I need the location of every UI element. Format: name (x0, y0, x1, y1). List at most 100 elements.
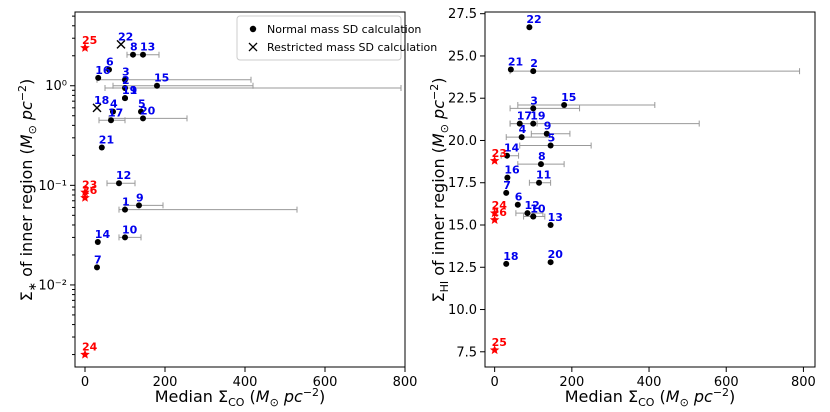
legend-restricted-marker (248, 42, 258, 52)
point-label: 17 (517, 110, 532, 123)
y-tick-label: 25.0 (448, 49, 477, 64)
data-point-star (80, 349, 90, 359)
data-point-restricted (92, 103, 102, 113)
data-point-star (80, 42, 90, 52)
point-label: 19 (530, 110, 545, 123)
data-point (136, 202, 142, 209)
point-label: 13 (140, 41, 155, 54)
data-point (561, 101, 568, 108)
plot-area (484, 11, 816, 368)
legend-box (236, 15, 402, 61)
data-point-star (489, 208, 500, 218)
data-point (503, 260, 510, 267)
x-tick-label: 400 (637, 375, 662, 390)
data-point (122, 234, 128, 241)
y-tick-label: 12.5 (448, 261, 477, 276)
point-label: 7 (94, 253, 102, 266)
point-label: 8 (130, 41, 138, 54)
point-label: 25 (82, 34, 97, 47)
y-tick-label: 27.5 (448, 7, 477, 22)
y-axis-label: ΣHI of inner region (M⊙ pc−2) (428, 78, 451, 303)
x-tick-label: 800 (791, 375, 816, 390)
point-label: 7 (503, 179, 511, 192)
point-label: 3 (530, 94, 538, 107)
data-point (98, 144, 105, 151)
point-label: 24 (82, 341, 98, 354)
point-label: 5 (138, 98, 146, 111)
y-tick-label: 7.5 (456, 345, 477, 360)
point-label: 1 (530, 203, 538, 216)
data-point (110, 108, 116, 115)
data-point (140, 115, 146, 122)
y-tick-label: 17.5 (448, 176, 477, 191)
data-point (514, 201, 521, 208)
data-point (122, 95, 128, 102)
x-tick-label: 800 (393, 375, 418, 390)
point-label: 11 (122, 84, 137, 97)
x-axis-label: Median ΣCO (M⊙ pc−2) (155, 386, 326, 409)
x-tick-label: 600 (313, 375, 338, 390)
point-label: 22 (526, 13, 541, 26)
point-label: 26 (82, 184, 98, 197)
point-label: 16 (95, 64, 111, 77)
data-point (140, 51, 146, 58)
point-label: 2 (122, 74, 130, 87)
point-label: 11 (536, 169, 551, 182)
point-label: 13 (548, 211, 563, 224)
data-point (516, 120, 523, 127)
data-point (507, 66, 514, 73)
x-axis-label: Median ΣCO (M⊙ pc−2) (565, 386, 736, 409)
right-panel: 1234567891011121314151617181920212223242… (428, 7, 816, 409)
data-point (518, 134, 525, 141)
point-label: 25 (492, 336, 507, 349)
point-label: 12 (524, 199, 539, 212)
data-point (530, 213, 537, 220)
x-tick-label: 0 (81, 375, 89, 390)
point-label: 23 (82, 178, 97, 191)
point-label: 18 (94, 94, 109, 107)
point-label: 20 (548, 248, 564, 261)
data-point (530, 68, 537, 75)
data-point (547, 222, 554, 228)
point-label: 14 (95, 228, 111, 241)
data-point (122, 206, 128, 213)
x-tick-label: 400 (233, 375, 258, 390)
point-label: 20 (140, 104, 156, 117)
data-point-star (489, 214, 500, 224)
data-point-restricted (116, 39, 126, 49)
data-point (503, 189, 510, 196)
data-point (524, 210, 531, 217)
data-point-star (489, 155, 500, 165)
data-point-star (80, 192, 90, 202)
y-tick-label: 10⁰ (45, 79, 67, 94)
data-point (504, 174, 511, 181)
data-point (106, 66, 112, 73)
y-tick-label: 10.0 (448, 303, 477, 318)
data-point (95, 74, 102, 81)
data-point (537, 161, 544, 168)
x-tick-label: 600 (714, 375, 739, 390)
data-point (94, 264, 100, 271)
data-point (526, 24, 533, 31)
y-tick-label: 22.5 (448, 92, 477, 107)
point-label: 14 (504, 142, 520, 155)
x-tick-label: 200 (153, 375, 178, 390)
point-label: 9 (544, 120, 552, 133)
data-point (130, 51, 136, 58)
data-point (94, 238, 101, 245)
point-label: 9 (136, 191, 144, 204)
point-label: 18 (503, 250, 518, 263)
y-tick-label: 10⁻¹ (38, 179, 67, 194)
point-label: 16 (504, 164, 520, 177)
y-tick-label: 10⁻² (38, 278, 67, 293)
data-point (547, 142, 554, 149)
point-label: 1 (122, 196, 130, 209)
x-tick-label: 200 (559, 375, 584, 390)
data-point (530, 105, 537, 112)
data-point-star (80, 187, 90, 197)
legend-normal-marker (249, 25, 257, 33)
y-tick-label: 15.0 (448, 219, 477, 234)
point-label: 26 (492, 206, 508, 219)
